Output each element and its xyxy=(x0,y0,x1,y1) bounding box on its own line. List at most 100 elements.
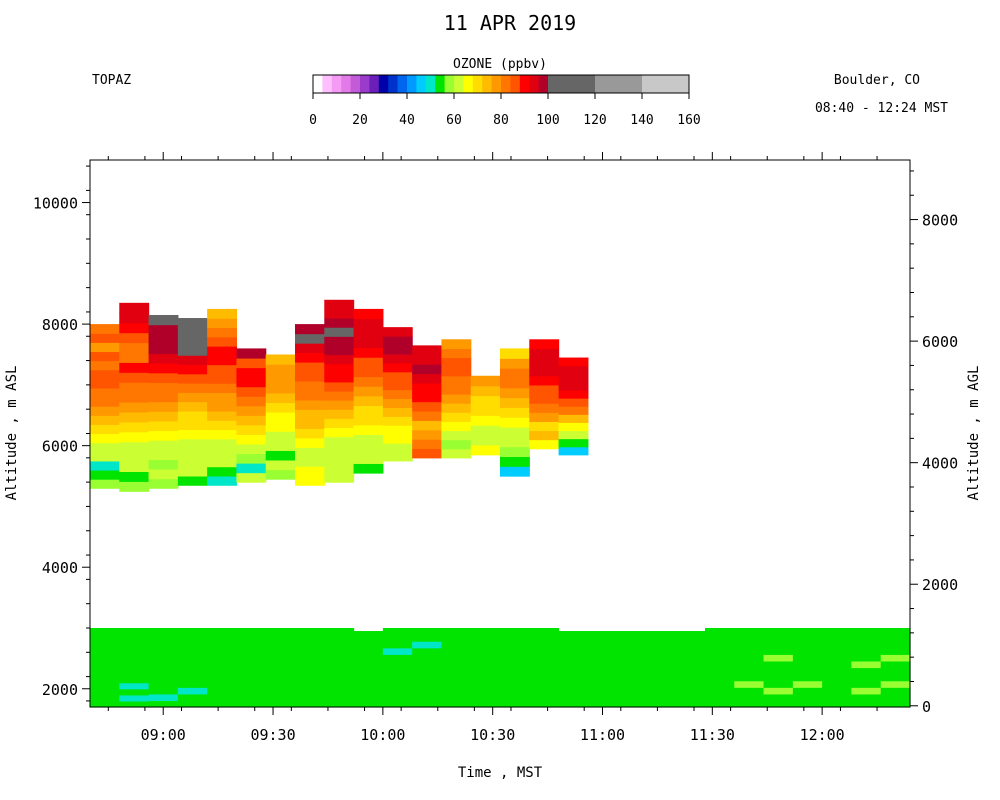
ozone-cell xyxy=(675,669,706,676)
ozone-cell xyxy=(500,667,530,675)
colorbar-bin-10 xyxy=(407,75,417,93)
ozone-cell xyxy=(177,660,208,669)
ozone-cell xyxy=(90,415,120,425)
ozone-cell xyxy=(148,420,179,432)
ozone-cell xyxy=(734,680,765,688)
site-label: TOPAZ xyxy=(92,73,131,88)
ozone-cell xyxy=(119,382,150,393)
ozone-cell xyxy=(705,627,735,636)
ozone-cell xyxy=(792,700,823,708)
ozone-cell xyxy=(90,700,120,708)
ozone-cell xyxy=(119,481,150,492)
ozone-cell xyxy=(177,641,208,649)
ozone-cell xyxy=(119,471,150,482)
ozone-cell xyxy=(265,431,296,442)
ozone-cell xyxy=(353,395,384,407)
ozone-cell xyxy=(265,459,296,471)
ozone-cell xyxy=(587,643,618,651)
ozone-cell xyxy=(324,680,355,688)
ozone-cell xyxy=(822,693,853,702)
ozone-cell xyxy=(675,650,706,657)
ozone-cell xyxy=(734,634,765,642)
ozone-cell xyxy=(295,667,325,675)
ozone-cell xyxy=(324,308,355,319)
ozone-cell xyxy=(324,400,355,410)
ozone-cell xyxy=(236,443,267,455)
ozone-cell xyxy=(324,381,355,392)
ozone-cell xyxy=(119,421,150,433)
ozone-cell xyxy=(587,688,618,695)
y-right-tick-label: 0 xyxy=(922,698,931,716)
colorbar-bin-20 xyxy=(501,75,511,93)
ozone-cell xyxy=(90,369,120,380)
ozone-cell xyxy=(382,680,413,688)
x-axis-title: Time , MST xyxy=(458,765,543,781)
ozone-cell xyxy=(236,641,267,649)
ozone-cell xyxy=(90,451,120,462)
colorbar-bin-0 xyxy=(313,75,323,93)
ozone-cell xyxy=(148,660,179,669)
ozone-cell xyxy=(265,383,296,394)
ozone-cell xyxy=(734,641,765,649)
ozone-cell xyxy=(675,662,706,670)
ozone-cell xyxy=(558,389,589,399)
ozone-cell xyxy=(236,377,267,388)
ozone-cell xyxy=(851,680,882,688)
ozone-cell xyxy=(441,647,472,655)
ozone-cell xyxy=(529,680,560,688)
ozone-cell xyxy=(558,398,589,407)
ozone-cell xyxy=(705,634,735,642)
colorbar-bin-18 xyxy=(482,75,492,93)
ozone-cell xyxy=(529,654,560,662)
chart-title: 11 APR 2019 xyxy=(444,11,576,35)
ozone-cell xyxy=(500,417,530,428)
ozone-cell xyxy=(470,425,501,436)
ozone-cell xyxy=(148,459,179,470)
colorbar-bin-25 xyxy=(548,75,596,93)
ozone-cell xyxy=(441,667,472,675)
ozone-cell xyxy=(880,654,911,662)
ozone-cell xyxy=(470,660,501,669)
colorbar-tick-label: 160 xyxy=(677,113,700,128)
ozone-cell xyxy=(792,634,823,642)
ozone-cell xyxy=(500,456,530,467)
colorbar-bin-26 xyxy=(595,75,643,93)
ozone-cell xyxy=(441,384,472,395)
ozone-cell xyxy=(851,654,882,662)
ozone-cell xyxy=(558,422,589,432)
ozone-cell xyxy=(353,631,384,638)
ozone-cell xyxy=(353,694,384,702)
ozone-cell xyxy=(500,687,530,695)
ozone-cell xyxy=(177,401,208,412)
ozone-cell xyxy=(529,430,560,441)
ozone-cell xyxy=(382,398,413,408)
ozone-cell xyxy=(675,675,706,683)
ozone-cell xyxy=(207,647,238,655)
ozone-cell xyxy=(470,627,501,636)
ozone-cell xyxy=(675,631,706,638)
ozone-cell xyxy=(207,401,238,412)
colorbar-bin-11 xyxy=(416,75,427,93)
ozone-cell xyxy=(705,687,735,695)
location-label: Boulder, CO xyxy=(834,73,920,88)
ozone-cell xyxy=(734,667,765,675)
ozone-cell xyxy=(324,647,355,655)
ozone-cell xyxy=(119,652,150,659)
ozone-cell xyxy=(148,700,179,708)
ozone-cell xyxy=(412,354,443,365)
ozone-cell xyxy=(236,634,267,642)
ozone-cell xyxy=(880,660,911,669)
ozone-cell xyxy=(441,680,472,688)
ozone-cell xyxy=(763,647,794,655)
ozone-cell xyxy=(763,687,794,695)
ozone-cell xyxy=(90,360,120,371)
ozone-cell xyxy=(851,667,882,675)
ozone-cell xyxy=(646,669,677,676)
ozone-cell xyxy=(617,637,648,645)
ozone-cell xyxy=(177,383,208,393)
ozone-cell xyxy=(880,680,911,688)
ozone-cell xyxy=(763,700,794,708)
ozone-cell xyxy=(792,660,823,669)
ozone-cell xyxy=(792,641,823,649)
